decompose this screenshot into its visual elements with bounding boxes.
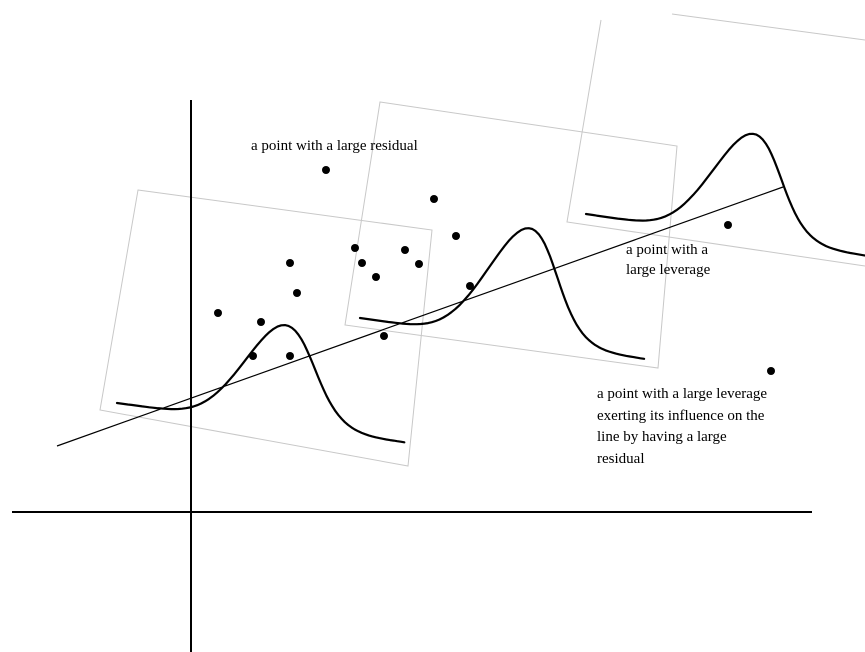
label-large-leverage-line-1: a point with a [626,242,709,258]
distribution-frame-3 [566,19,865,267]
label-large-residual-text: a point with a large residual [251,138,418,154]
distribution-curve-2 [358,227,646,360]
regression-line [56,186,784,447]
distribution-frame-1 [99,189,433,467]
outlier-point-large-residual [322,166,330,174]
data-point [452,232,460,240]
data-point [286,352,294,360]
label-influential-point: a point with a large leverage exerting i… [597,384,767,470]
data-point [358,259,366,267]
distribution-frame-3-top [671,13,865,41]
label-influential-line-1: a point with a large leverage [597,386,768,402]
data-point [466,282,474,290]
data-point [401,246,409,254]
label-large-leverage-line-2: large leverage [626,262,711,278]
influential-point [767,367,775,375]
label-large-leverage: a point with a large leverage [626,240,710,280]
label-influential-line-3: line by having a large [597,429,727,445]
data-point [351,244,359,252]
distribution-curve-1 [115,324,406,444]
data-point [257,318,265,326]
leverage-point [724,221,732,229]
label-influential-line-2: exerting its influence on the [597,407,765,424]
data-point [249,352,257,360]
data-point [372,273,380,281]
label-influential-line-4: residual [597,450,645,467]
data-point [380,332,388,340]
data-point [286,259,294,267]
data-point [415,260,423,268]
label-large-residual: a point with a large residual [251,136,418,156]
data-point [214,309,222,317]
data-point [430,195,438,203]
distribution-curve-3 [584,132,865,257]
data-point [293,289,301,297]
